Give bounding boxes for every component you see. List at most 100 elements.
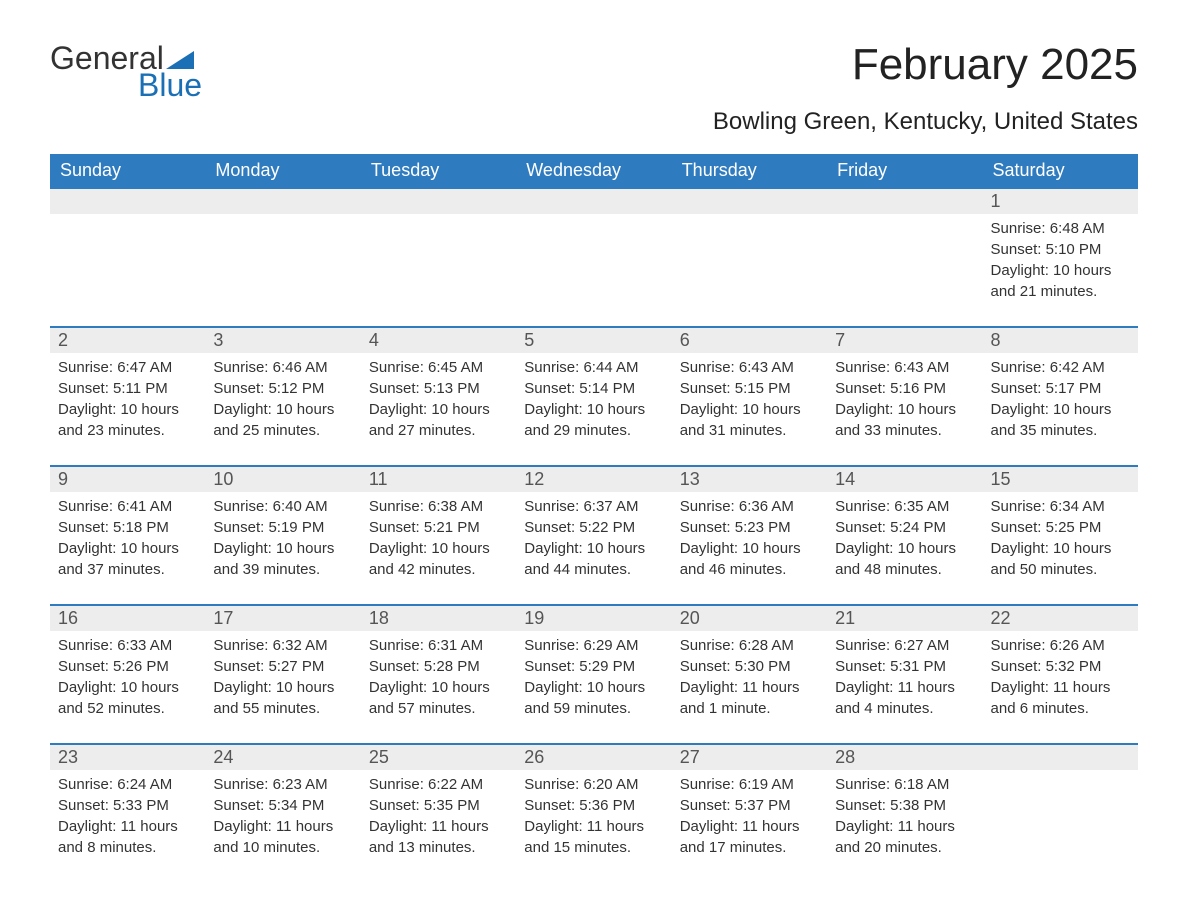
sunrise-text: Sunrise: 6:48 AM	[991, 218, 1130, 239]
day-details-cell	[983, 770, 1138, 882]
day-details-cell: Sunrise: 6:26 AMSunset: 5:32 PMDaylight:…	[983, 631, 1138, 744]
daylight-text: Daylight: 10 hours and 35 minutes.	[991, 399, 1130, 441]
day-number-cell: 17	[205, 605, 360, 631]
sunset-text: Sunset: 5:34 PM	[213, 795, 352, 816]
sunset-text: Sunset: 5:29 PM	[524, 656, 663, 677]
daylight-text: Daylight: 10 hours and 23 minutes.	[58, 399, 197, 441]
day-number-cell: 24	[205, 744, 360, 770]
day-number-cell: 1	[983, 188, 1138, 214]
day-details-cell	[516, 214, 671, 327]
day-details-row: Sunrise: 6:24 AMSunset: 5:33 PMDaylight:…	[50, 770, 1138, 882]
day-details-cell: Sunrise: 6:34 AMSunset: 5:25 PMDaylight:…	[983, 492, 1138, 605]
daylight-text: Daylight: 10 hours and 29 minutes.	[524, 399, 663, 441]
daylight-text: Daylight: 10 hours and 33 minutes.	[835, 399, 974, 441]
day-number-cell: 23	[50, 744, 205, 770]
sunset-text: Sunset: 5:12 PM	[213, 378, 352, 399]
day-details-row: Sunrise: 6:41 AMSunset: 5:18 PMDaylight:…	[50, 492, 1138, 605]
daylight-text: Daylight: 10 hours and 42 minutes.	[369, 538, 508, 580]
day-details-cell: Sunrise: 6:43 AMSunset: 5:16 PMDaylight:…	[827, 353, 982, 466]
day-number-cell: 25	[361, 744, 516, 770]
day-number-cell: 3	[205, 327, 360, 353]
day-details-cell: Sunrise: 6:48 AMSunset: 5:10 PMDaylight:…	[983, 214, 1138, 327]
sunrise-text: Sunrise: 6:20 AM	[524, 774, 663, 795]
day-number-cell: 6	[672, 327, 827, 353]
day-details-cell: Sunrise: 6:47 AMSunset: 5:11 PMDaylight:…	[50, 353, 205, 466]
month-title: February 2025	[713, 40, 1138, 90]
day-details-cell	[672, 214, 827, 327]
sunrise-text: Sunrise: 6:23 AM	[213, 774, 352, 795]
day-details-cell	[827, 214, 982, 327]
daylight-text: Daylight: 11 hours and 15 minutes.	[524, 816, 663, 858]
daylight-text: Daylight: 10 hours and 39 minutes.	[213, 538, 352, 580]
sunset-text: Sunset: 5:16 PM	[835, 378, 974, 399]
day-details-cell: Sunrise: 6:35 AMSunset: 5:24 PMDaylight:…	[827, 492, 982, 605]
weekday-header: Wednesday	[516, 154, 671, 188]
sunset-text: Sunset: 5:26 PM	[58, 656, 197, 677]
day-number-cell: 21	[827, 605, 982, 631]
day-number-cell: 13	[672, 466, 827, 492]
sunrise-text: Sunrise: 6:46 AM	[213, 357, 352, 378]
sunset-text: Sunset: 5:28 PM	[369, 656, 508, 677]
daylight-text: Daylight: 10 hours and 48 minutes.	[835, 538, 974, 580]
sunset-text: Sunset: 5:13 PM	[369, 378, 508, 399]
sunrise-text: Sunrise: 6:32 AM	[213, 635, 352, 656]
sunset-text: Sunset: 5:19 PM	[213, 517, 352, 538]
day-details-cell: Sunrise: 6:37 AMSunset: 5:22 PMDaylight:…	[516, 492, 671, 605]
sunrise-text: Sunrise: 6:24 AM	[58, 774, 197, 795]
sunrise-text: Sunrise: 6:38 AM	[369, 496, 508, 517]
day-number-cell	[516, 188, 671, 214]
daylight-text: Daylight: 11 hours and 20 minutes.	[835, 816, 974, 858]
daylight-text: Daylight: 10 hours and 37 minutes.	[58, 538, 197, 580]
sunrise-text: Sunrise: 6:40 AM	[213, 496, 352, 517]
day-details-cell: Sunrise: 6:36 AMSunset: 5:23 PMDaylight:…	[672, 492, 827, 605]
day-number-cell: 4	[361, 327, 516, 353]
day-number-cell: 7	[827, 327, 982, 353]
weekday-header: Thursday	[672, 154, 827, 188]
day-details-cell: Sunrise: 6:44 AMSunset: 5:14 PMDaylight:…	[516, 353, 671, 466]
weekday-header: Monday	[205, 154, 360, 188]
title-block: February 2025 Bowling Green, Kentucky, U…	[713, 40, 1138, 146]
daylight-text: Daylight: 11 hours and 6 minutes.	[991, 677, 1130, 719]
logo: General Blue	[50, 40, 202, 104]
day-details-cell: Sunrise: 6:31 AMSunset: 5:28 PMDaylight:…	[361, 631, 516, 744]
day-details-cell: Sunrise: 6:18 AMSunset: 5:38 PMDaylight:…	[827, 770, 982, 882]
weekday-header: Tuesday	[361, 154, 516, 188]
day-number-cell: 14	[827, 466, 982, 492]
daylight-text: Daylight: 10 hours and 25 minutes.	[213, 399, 352, 441]
daylight-text: Daylight: 11 hours and 1 minute.	[680, 677, 819, 719]
day-number-cell	[50, 188, 205, 214]
sunrise-text: Sunrise: 6:26 AM	[991, 635, 1130, 656]
day-details-cell	[50, 214, 205, 327]
sunset-text: Sunset: 5:36 PM	[524, 795, 663, 816]
day-details-cell: Sunrise: 6:40 AMSunset: 5:19 PMDaylight:…	[205, 492, 360, 605]
sunrise-text: Sunrise: 6:22 AM	[369, 774, 508, 795]
logo-word2: Blue	[138, 67, 202, 104]
sunrise-text: Sunrise: 6:33 AM	[58, 635, 197, 656]
day-details-cell: Sunrise: 6:20 AMSunset: 5:36 PMDaylight:…	[516, 770, 671, 882]
day-details-cell: Sunrise: 6:22 AMSunset: 5:35 PMDaylight:…	[361, 770, 516, 882]
sunset-text: Sunset: 5:22 PM	[524, 517, 663, 538]
daylight-text: Daylight: 10 hours and 55 minutes.	[213, 677, 352, 719]
day-number-cell: 27	[672, 744, 827, 770]
day-number-cell	[827, 188, 982, 214]
sunrise-text: Sunrise: 6:31 AM	[369, 635, 508, 656]
day-details-cell: Sunrise: 6:23 AMSunset: 5:34 PMDaylight:…	[205, 770, 360, 882]
day-number-row: 16171819202122	[50, 605, 1138, 631]
day-number-cell: 10	[205, 466, 360, 492]
day-details-cell: Sunrise: 6:46 AMSunset: 5:12 PMDaylight:…	[205, 353, 360, 466]
day-number-cell	[983, 744, 1138, 770]
sunset-text: Sunset: 5:24 PM	[835, 517, 974, 538]
sunset-text: Sunset: 5:10 PM	[991, 239, 1130, 260]
day-number-cell: 9	[50, 466, 205, 492]
sunrise-text: Sunrise: 6:29 AM	[524, 635, 663, 656]
sunset-text: Sunset: 5:38 PM	[835, 795, 974, 816]
sunset-text: Sunset: 5:30 PM	[680, 656, 819, 677]
daylight-text: Daylight: 10 hours and 52 minutes.	[58, 677, 197, 719]
day-details-cell: Sunrise: 6:24 AMSunset: 5:33 PMDaylight:…	[50, 770, 205, 882]
daylight-text: Daylight: 10 hours and 57 minutes.	[369, 677, 508, 719]
sunrise-text: Sunrise: 6:43 AM	[680, 357, 819, 378]
sunrise-text: Sunrise: 6:44 AM	[524, 357, 663, 378]
day-details-row: Sunrise: 6:48 AMSunset: 5:10 PMDaylight:…	[50, 214, 1138, 327]
day-number-row: 9101112131415	[50, 466, 1138, 492]
weekday-header: Friday	[827, 154, 982, 188]
